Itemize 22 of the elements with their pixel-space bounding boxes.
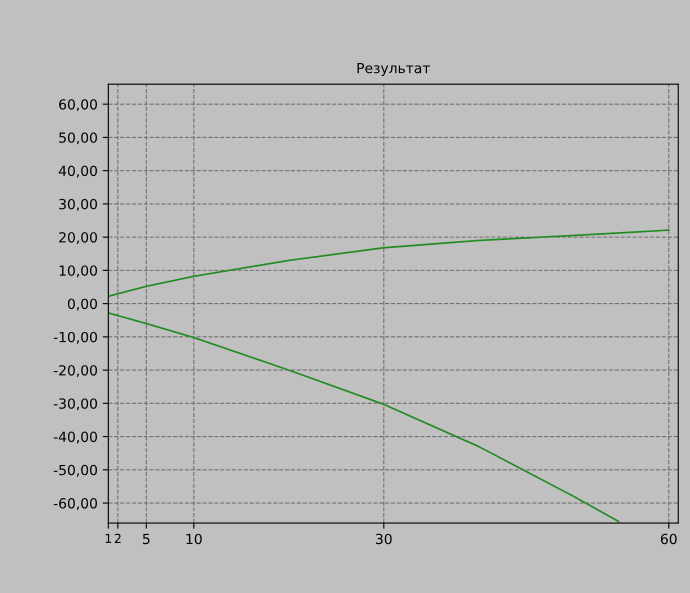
- y-tick-label: 0,00: [68, 298, 97, 311]
- y-tick-label: -10,00: [54, 332, 97, 344]
- y-tick-label: -60,00: [54, 498, 97, 510]
- y-tick-label: 50,00: [59, 132, 97, 144]
- x-tick-label: 10: [186, 534, 202, 544]
- y-tick-label: 40,00: [58, 166, 97, 178]
- y-tick-label: 20,00: [59, 232, 97, 244]
- y-tick-label: -20,00: [54, 365, 97, 377]
- x-tick-label: 30: [376, 534, 392, 544]
- x-tick-label: 2: [114, 534, 121, 543]
- y-tick-label: -30,00: [54, 398, 97, 410]
- line-series: [108, 312, 620, 522]
- x-tick-label: 60: [660, 534, 677, 544]
- x-tick-label: 5: [142, 534, 150, 544]
- chart-title: Результат: [358, 62, 430, 76]
- y-tick-label: 60,00: [59, 99, 97, 112]
- line-series: [108, 229, 670, 298]
- x-tick-label: 1: [106, 534, 112, 543]
- y-tick-label: -40,00: [54, 432, 97, 444]
- y-tick-label: -50,00: [54, 464, 97, 477]
- y-tick-label: 10,00: [60, 265, 97, 278]
- y-tick-label: 30,00: [59, 198, 97, 211]
